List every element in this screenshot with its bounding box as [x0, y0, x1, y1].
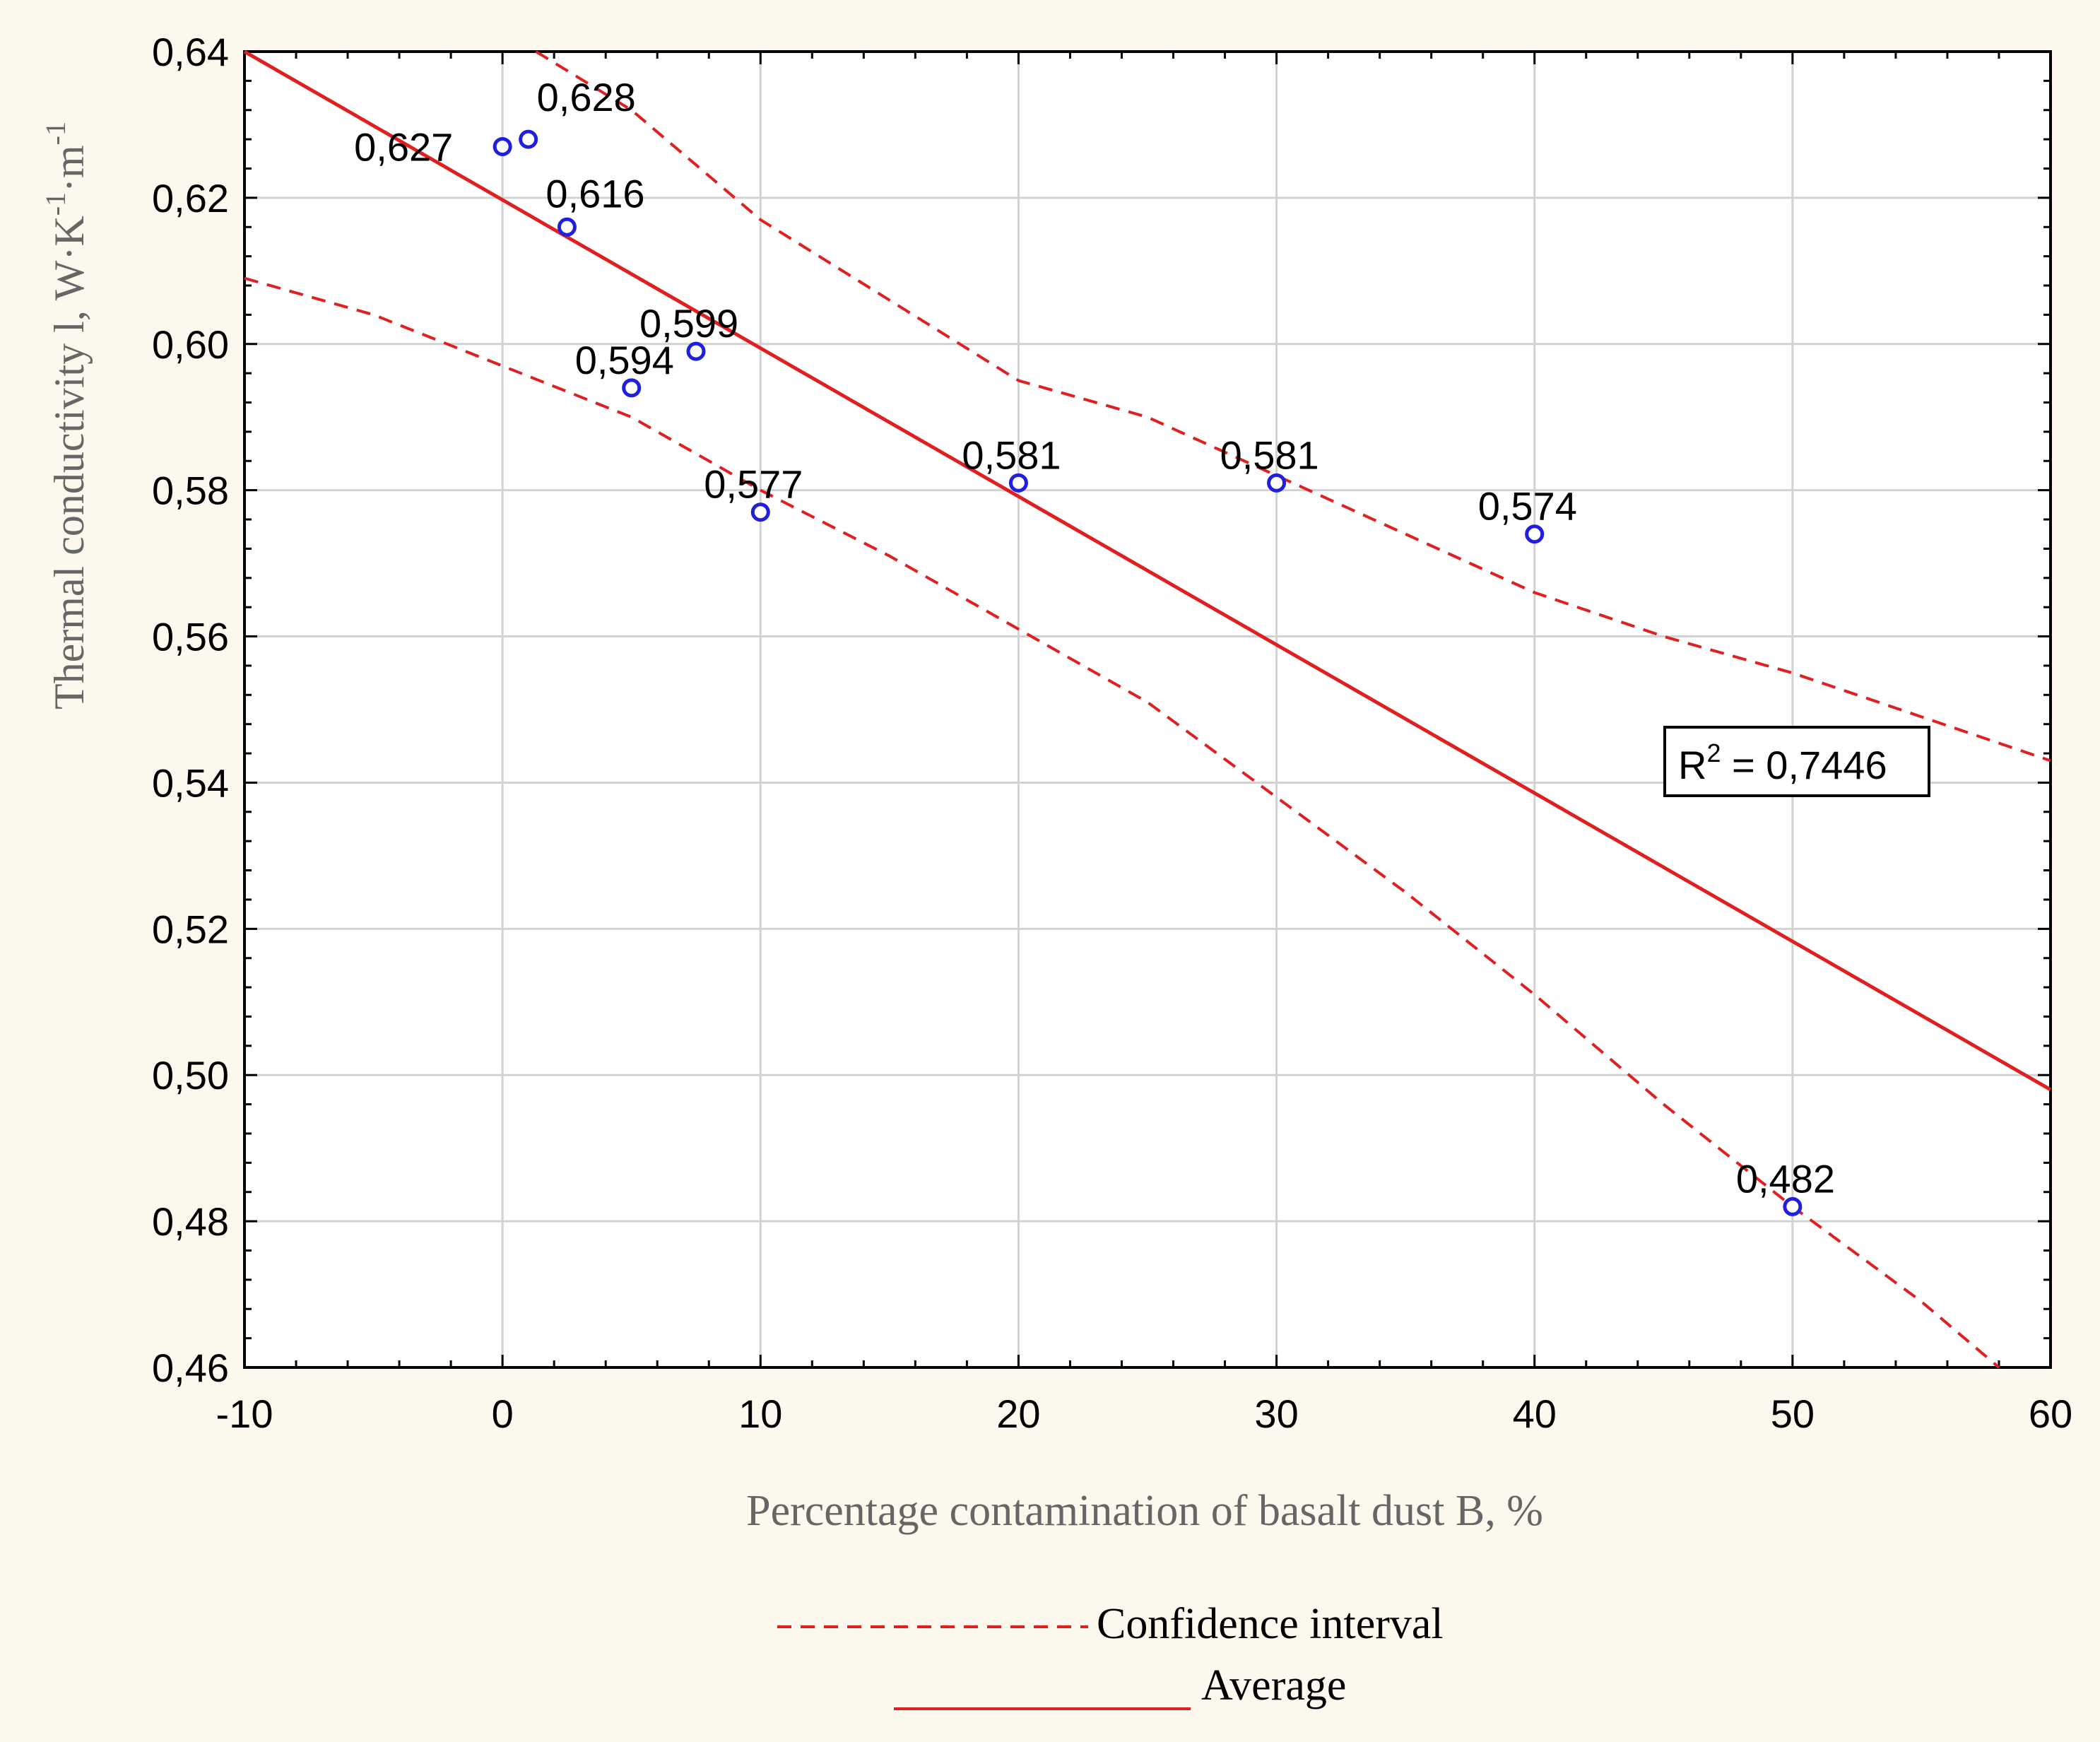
- y-tick-label: 0,52: [152, 907, 229, 951]
- r2-annotation: R2 = 0,7446: [1663, 726, 1930, 797]
- minor-ticks: [243, 50, 2052, 1369]
- data-point: [686, 341, 706, 361]
- data-label: 0,628: [537, 75, 636, 119]
- legend-ci-label: Confidence interval: [1097, 1600, 1444, 1648]
- data-point: [750, 502, 770, 522]
- x-tick-labels: -10 0 10 20 30 40 50 60: [216, 1391, 2073, 1436]
- legend: Confidence interval Average: [777, 1600, 1444, 1710]
- data-label: 0,581: [962, 432, 1061, 477]
- data-label: 0,581: [1220, 432, 1319, 477]
- data-point: [1783, 1196, 1803, 1216]
- data-label: 0,616: [545, 171, 644, 216]
- r2-box: [1663, 726, 1930, 797]
- x-tick-label: 10: [738, 1391, 782, 1436]
- data-point: [1008, 473, 1028, 493]
- y-tick-label: 0,58: [152, 469, 229, 513]
- data-point: [519, 129, 538, 149]
- plot-area: [244, 52, 2051, 1367]
- x-tick-label: -10: [216, 1391, 273, 1436]
- data-label: 0,599: [639, 301, 738, 346]
- y-tick-label: 0,56: [152, 615, 229, 659]
- x-tick-label: 60: [2029, 1391, 2072, 1436]
- y-tick-label: 0,60: [152, 322, 229, 367]
- x-tick-label: 50: [1771, 1391, 1815, 1436]
- y-tick-label: 0,54: [152, 760, 229, 805]
- x-axis-title: Percentage contamination of basalt dust …: [746, 1487, 1543, 1535]
- x-tick-label: 40: [1513, 1391, 1557, 1436]
- x-tick-label: 20: [996, 1391, 1040, 1436]
- data-point: [557, 217, 577, 237]
- data-label: 0,594: [575, 338, 674, 382]
- data-point: [1525, 524, 1545, 544]
- confidence-upper-line: [535, 50, 2051, 763]
- x-tick-label: 0: [492, 1391, 514, 1436]
- y-tick-labels: 0,46 0,48 0,50 0,52 0,54 0,56 0,58 0,60 0,62 0,64: [152, 30, 229, 1390]
- data-label: 0,574: [1478, 484, 1577, 529]
- legend-avg-label: Average: [1201, 1661, 1346, 1709]
- data-label: 0,482: [1736, 1156, 1835, 1201]
- data-label: 0,627: [354, 124, 453, 169]
- x-tick-label: 30: [1254, 1391, 1298, 1436]
- data-point: [492, 136, 512, 156]
- y-tick-label: 0,48: [152, 1199, 229, 1244]
- data-points: [492, 129, 1803, 1216]
- y-axis-title: Thermal conductivity l, W·K-1·m-1: [40, 122, 93, 710]
- y-tick-label: 0,64: [152, 30, 229, 74]
- plot-frame: [243, 50, 2052, 1369]
- r2-text: R2 = 0,7446: [1678, 738, 1887, 787]
- grid: [244, 52, 2051, 1367]
- y-tick-label: 0,50: [152, 1053, 229, 1097]
- data-point: [622, 378, 642, 398]
- y-tick-label: 0,62: [152, 176, 229, 220]
- y-tick-label: 0,46: [152, 1346, 229, 1390]
- data-label: 0,577: [704, 462, 803, 507]
- average-line: [243, 49, 2052, 1092]
- series: [243, 49, 2052, 1369]
- data-point: [1267, 473, 1287, 493]
